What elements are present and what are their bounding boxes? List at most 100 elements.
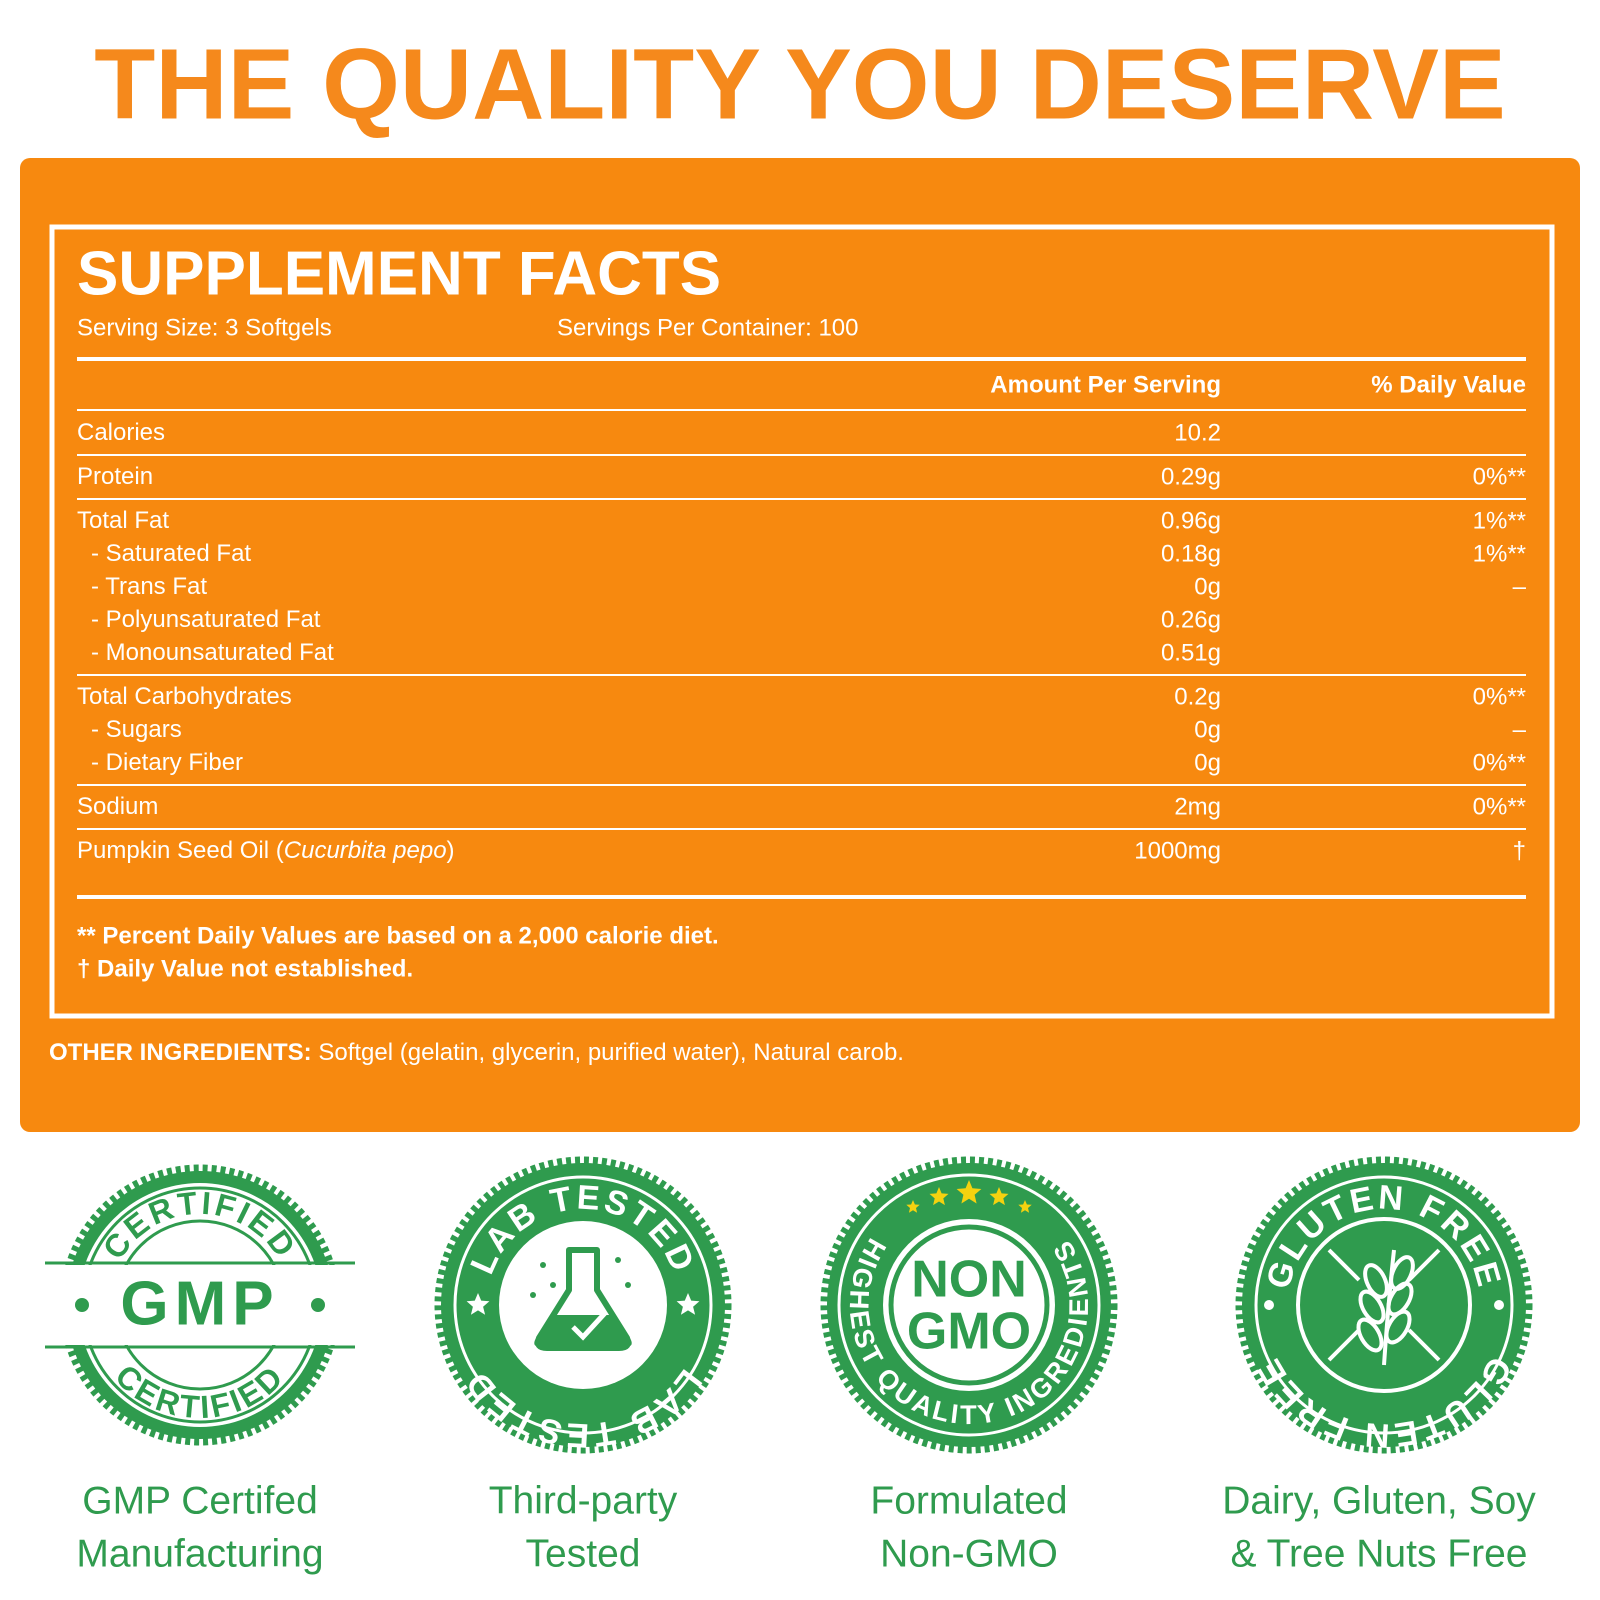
servings-per-container: Servings Per Container: 100 — [557, 314, 859, 341]
wheat-grain — [1356, 1317, 1384, 1353]
badge-ring-line — [837, 1173, 1101, 1437]
badge-dot — [311, 1298, 325, 1312]
row-name-text: - Sugars — [91, 716, 182, 743]
row-amount: 0.29g — [1161, 463, 1221, 490]
row-daily-value: † — [1513, 837, 1526, 864]
row-daily-value: 0%** — [1473, 749, 1526, 776]
row-name-latin: Cucurbita pepo — [284, 837, 447, 864]
badge-band — [48, 1265, 352, 1345]
row-name: - Monounsaturated Fat — [91, 639, 334, 666]
other-ingredients-label: OTHER INGREDIENTS: — [49, 1039, 312, 1066]
column-header: Amount Per Serving — [990, 371, 1221, 398]
facts-rows: Calories 10.2 Protein 0.29g 0%** Total Fat 0.9… — [77, 419, 1527, 864]
badge-center: GMO — [907, 1303, 1031, 1361]
star — [989, 1187, 1009, 1206]
row-amount: 0g — [1194, 716, 1221, 743]
headline: THE QUALITY YOU DESERVE — [94, 28, 1505, 140]
row-name-text: Total Carbohydrates — [77, 683, 292, 710]
row-name-text: Sodium — [77, 793, 158, 820]
row-daily-value: 1%** — [1473, 540, 1526, 567]
row-amount: 0.96g — [1161, 507, 1221, 534]
badge-inner-ring — [888, 1224, 1050, 1386]
row-amount: 1000mg — [1134, 837, 1221, 864]
footnote: † Daily Value not established. — [77, 955, 413, 982]
bubble — [625, 1282, 631, 1288]
badge-dot — [75, 1298, 89, 1312]
badge-inner — [883, 1219, 1055, 1391]
badge-center: NON — [911, 1251, 1027, 1309]
badge-caption: Tested — [526, 1532, 641, 1575]
column-header: % Daily Value — [1371, 371, 1526, 398]
star — [956, 1180, 982, 1204]
badge-inner-ring — [1296, 1217, 1472, 1393]
badge-caption: Formulated — [870, 1479, 1067, 1522]
badge-caption: Third-party — [489, 1479, 678, 1522]
badge-caption: Dairy, Gluten, Soy — [1222, 1479, 1536, 1522]
row-amount: 0.26g — [1161, 606, 1221, 633]
badge-disc — [1242, 1163, 1526, 1447]
row-daily-value: 0%** — [1473, 793, 1526, 820]
row-name-text: Total Fat — [77, 507, 169, 534]
bubble — [540, 1262, 546, 1268]
badge-caption: GMP Certifed — [82, 1479, 318, 1522]
row-amount: 2mg — [1174, 793, 1221, 820]
bubble — [550, 1282, 556, 1288]
row-name: - Sugars — [91, 716, 182, 743]
row-amount: 10.2 — [1174, 419, 1221, 446]
serving-size: Serving Size: 3 Softgels — [77, 314, 332, 341]
other-ingredients: OTHER INGREDIENTS: Softgel (gelatin, gly… — [49, 1039, 904, 1066]
row-name: Calories — [77, 419, 165, 446]
row-amount: 0.51g — [1161, 639, 1221, 666]
row-amount: 0.2g — [1174, 683, 1221, 710]
row-daily-value: 0%** — [1473, 463, 1526, 490]
row-name: Protein — [77, 463, 153, 490]
footnote: ** Percent Daily Values are based on a 2… — [77, 922, 719, 949]
row-daily-value: 1%** — [1473, 507, 1526, 534]
row-name-text: Protein — [77, 463, 153, 490]
star — [929, 1187, 949, 1206]
badge-caption: Non-GMO — [880, 1532, 1058, 1575]
row-name: Pumpkin Seed Oil (Cucurbita pepo) — [77, 837, 455, 864]
star — [466, 1293, 490, 1315]
badge-dot — [1264, 1300, 1274, 1310]
badge-dot — [1494, 1300, 1504, 1310]
flask-liquid — [534, 1315, 632, 1347]
row-name-text: Calories — [77, 419, 165, 446]
wheat-grain — [1363, 1263, 1389, 1299]
badge-ring-line — [1254, 1175, 1514, 1435]
badge-edge — [434, 1156, 732, 1454]
cross-line — [1407, 1248, 1441, 1282]
row-daily-value: – — [1513, 573, 1527, 600]
row-amount: 0.18g — [1161, 540, 1221, 567]
star — [1018, 1200, 1032, 1213]
star — [906, 1200, 920, 1213]
bubble — [615, 1257, 621, 1263]
row-name: - Saturated Fat — [91, 540, 251, 567]
badge-center: GMP — [120, 1269, 279, 1338]
row-name-text: - Saturated Fat — [91, 540, 251, 567]
wheat-grain — [1386, 1281, 1414, 1317]
badge-edge — [820, 1156, 1118, 1454]
flask-check — [571, 1311, 607, 1341]
badge-edge — [1235, 1156, 1533, 1454]
badge-ring-line — [453, 1175, 713, 1435]
row-name: Sodium — [77, 793, 158, 820]
other-ingredients-text: Softgel (gelatin, glycerin, purified wat… — [318, 1039, 904, 1066]
row-daily-value: – — [1513, 716, 1527, 743]
row-name-text: - Trans Fat — [91, 573, 207, 600]
row-name: Total Carbohydrates — [77, 683, 292, 710]
badge-caption: Manufacturing — [76, 1532, 323, 1575]
row-name-text: - Dietary Fiber — [91, 749, 243, 776]
wheat-grain — [1358, 1289, 1386, 1325]
wheat-grain — [1384, 1309, 1412, 1345]
row-name: - Trans Fat — [91, 573, 207, 600]
row-name-text: ) — [447, 837, 455, 864]
row-name-text: - Monounsaturated Fat — [91, 639, 334, 666]
